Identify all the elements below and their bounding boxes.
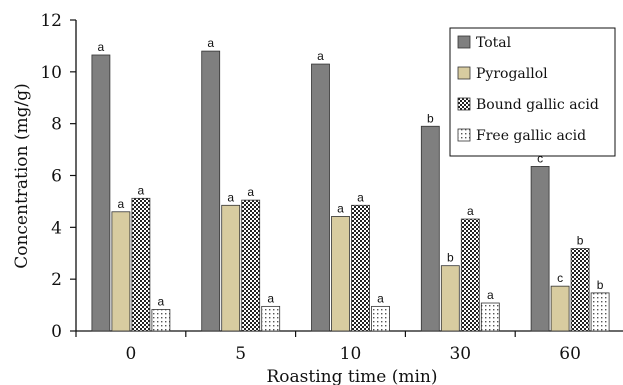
bar-significance-label: a <box>377 291 384 305</box>
x-tick-label: 0 <box>125 344 136 364</box>
bar-significance-label: b <box>447 251 454 265</box>
x-tick-label: 10 <box>340 344 362 364</box>
bar-pyrogallol <box>550 285 570 332</box>
legend-swatch <box>457 66 471 80</box>
bar-significance-label: a <box>357 190 364 204</box>
bar-total <box>420 125 440 332</box>
legend-label: Free gallic acid <box>476 128 586 144</box>
bar-bound-gallic-acid <box>460 218 480 332</box>
bar-bound-gallic-acid <box>570 248 590 332</box>
bar-bound-gallic-acid <box>131 197 151 332</box>
x-tick-label: 30 <box>449 344 471 364</box>
bar-significance-label: c <box>537 151 543 165</box>
x-axis-ticks: 0 5 10 30 60 <box>75 331 581 364</box>
bar-significance-label: a <box>207 36 214 50</box>
y-tick-label: 6 <box>51 167 62 187</box>
bar-significance-label: c <box>557 271 563 285</box>
bar-significance-label: b <box>577 234 584 248</box>
legend-label: Total <box>476 35 512 51</box>
y-tick-label: 10 <box>40 63 62 83</box>
legend-swatch <box>457 97 471 111</box>
bar-significance-label: b <box>597 278 604 292</box>
bar-pyrogallol <box>440 265 460 332</box>
bar-total <box>91 54 111 332</box>
legend: Total Pyrogallol Bound gallic acid Free gal… <box>449 27 616 157</box>
bar-total <box>530 166 550 332</box>
bar-pyrogallol <box>331 216 350 332</box>
x-tick-label: 5 <box>235 344 246 364</box>
bar-significance-label: a <box>98 40 105 54</box>
bar-significance-label: a <box>158 294 165 308</box>
x-axis-title: Roasting time (min) <box>266 367 437 385</box>
bar-bound-gallic-acid <box>351 204 370 332</box>
legend-label: Pyrogallol <box>476 66 548 82</box>
y-axis-ticks: 0 2 4 6 8 10 12 <box>40 11 76 342</box>
bar-significance-label: a <box>227 190 234 204</box>
bar-bound-gallic-acid <box>241 199 261 332</box>
y-tick-label: 2 <box>51 270 62 290</box>
y-axis-title: Concentration (mg/g) <box>12 83 32 269</box>
bar-significance-label: b <box>427 111 434 125</box>
legend-swatch <box>457 35 471 49</box>
bar-significance-label: a <box>487 288 494 302</box>
bar-significance-label: a <box>138 183 145 197</box>
x-tick-label: 60 <box>559 344 581 364</box>
legend-box <box>449 27 616 157</box>
bar-significance-label: a <box>267 291 274 305</box>
y-tick-label: 4 <box>51 218 62 238</box>
y-tick-label: 8 <box>51 115 62 135</box>
bar-free-gallic-acid <box>590 292 610 332</box>
bar-total <box>311 63 330 332</box>
bar-significance-label: a <box>337 201 344 215</box>
legend-swatch <box>457 128 471 142</box>
legend-label: Bound gallic acid <box>476 97 599 113</box>
bar-free-gallic-acid <box>371 305 390 332</box>
bar-significance-label: a <box>247 185 254 199</box>
bar-free-gallic-acid <box>480 302 500 332</box>
bar-total <box>201 50 221 332</box>
bar-free-gallic-acid <box>151 309 171 332</box>
bar-pyrogallol <box>111 211 131 332</box>
bar-significance-label: a <box>467 204 474 218</box>
y-tick-label: 12 <box>40 11 62 31</box>
y-tick-label: 0 <box>51 322 62 342</box>
bar-free-gallic-acid <box>261 305 281 332</box>
bar-significance-label: a <box>118 197 125 211</box>
bar-pyrogallol <box>221 204 241 332</box>
bar-significance-label: a <box>317 49 324 63</box>
